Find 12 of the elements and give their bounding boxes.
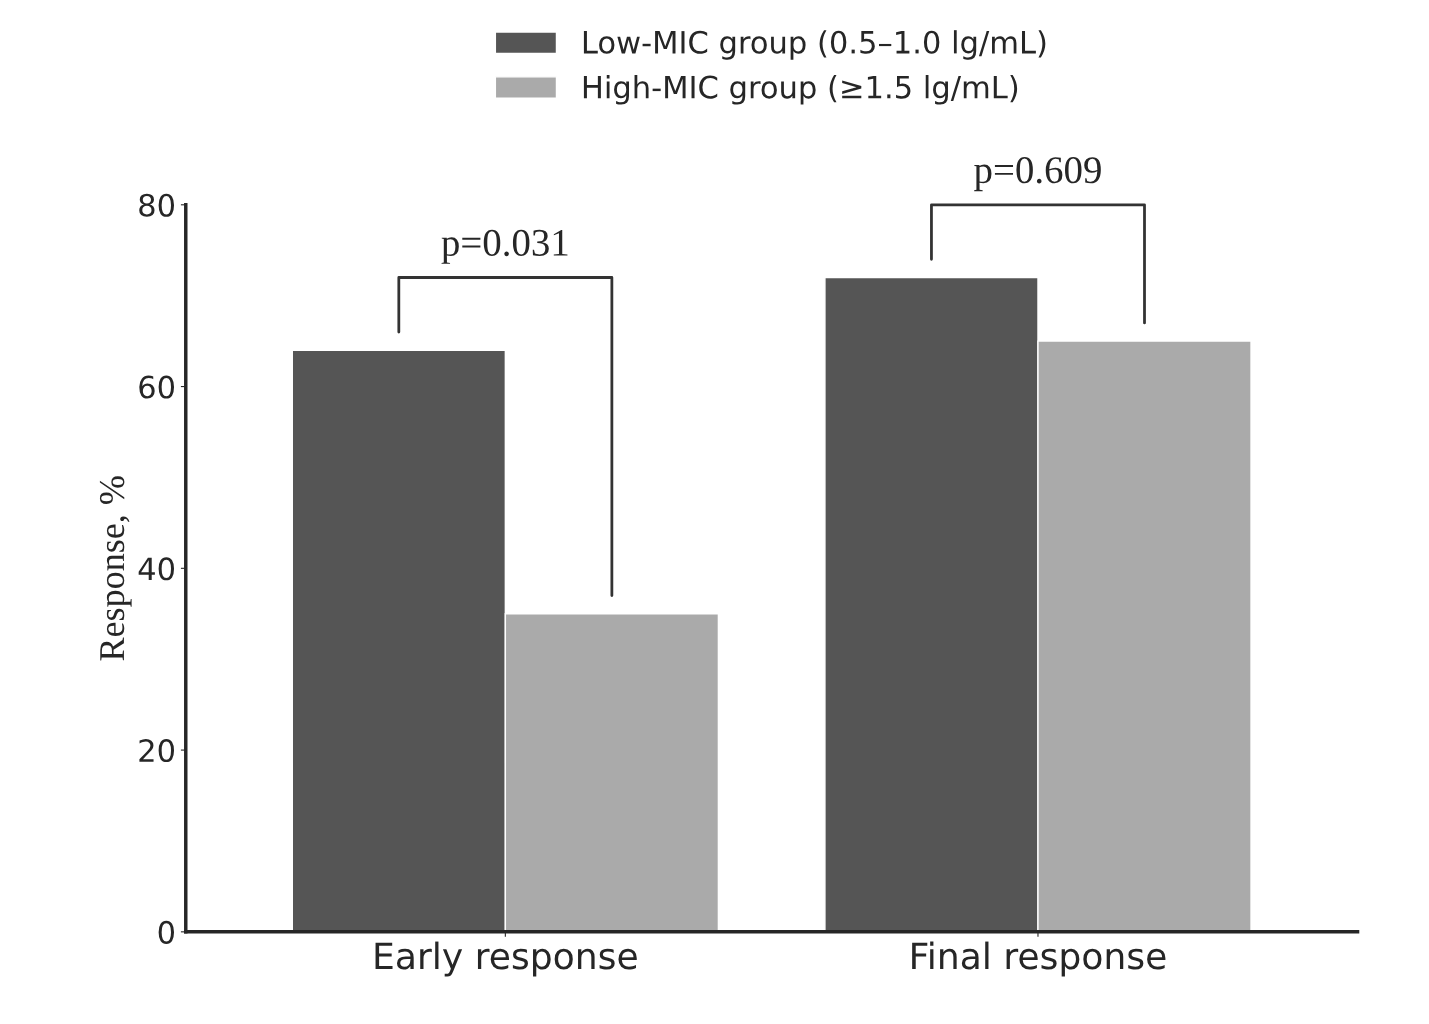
y-tick-label: 80 (139, 193, 175, 217)
legend-label: High-MIC group (≥1.5 lg/mL) (583, 75, 1018, 105)
legend-label: Low-MIC group (0.5–1.0 lg/mL) (583, 30, 1046, 60)
y-axis-title: Response, % (99, 476, 132, 661)
annotation: p=0.031 (441, 229, 568, 264)
y-tick-label: 20 (139, 739, 175, 763)
y-tick-label: 40 (138, 557, 175, 581)
y-tick-label: 0 (158, 920, 175, 944)
text: p=0.609 (974, 157, 1101, 192)
y-tick-label: 60 (139, 375, 175, 399)
x-tick-label: Early response (375, 941, 637, 977)
x-tick-label: Final response (912, 941, 1166, 977)
